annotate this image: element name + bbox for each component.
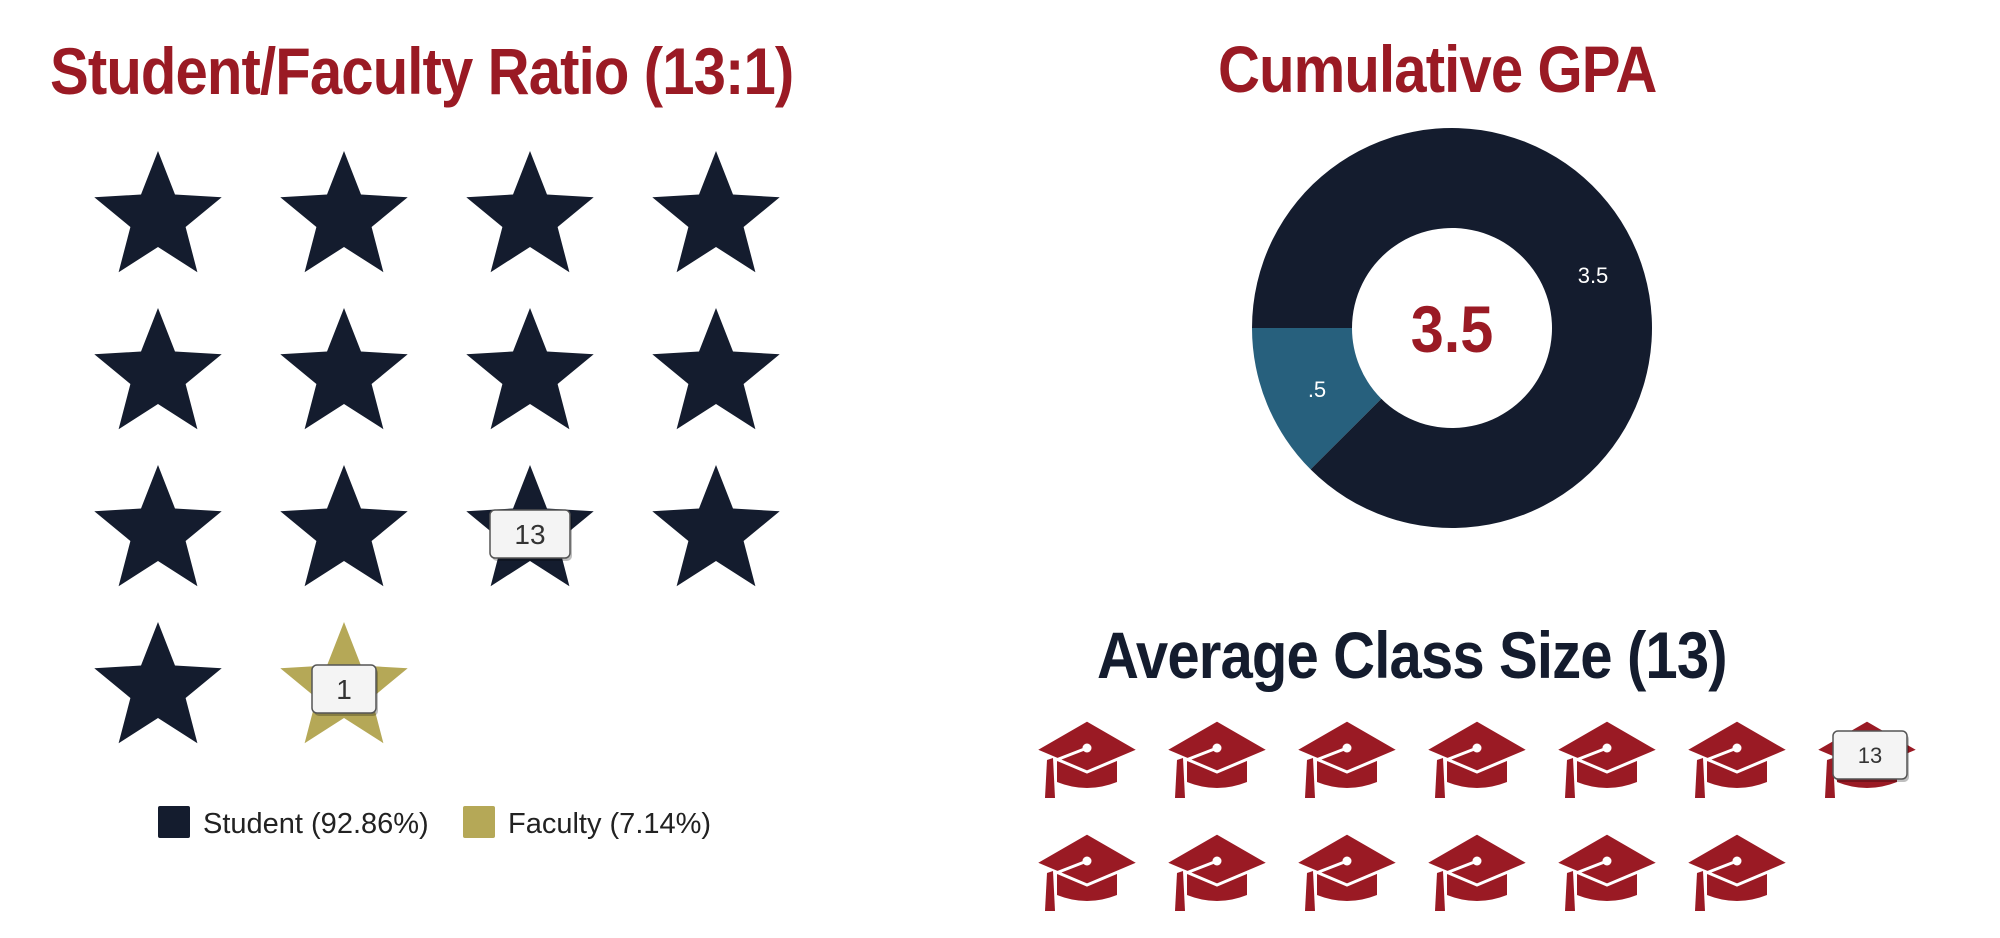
graduation-cap-icon bbox=[1681, 718, 1793, 798]
label-box bbox=[311, 664, 377, 714]
student-star-icon bbox=[652, 465, 780, 587]
cap-tassel-cord bbox=[1440, 859, 1478, 877]
graduation-cap-icon bbox=[1551, 831, 1663, 911]
cap-tassel bbox=[1045, 758, 1055, 798]
class-size-count-label: 13 bbox=[1832, 730, 1909, 782]
cap-button bbox=[1212, 856, 1222, 866]
cap-tassel bbox=[1695, 871, 1705, 911]
student-star-icon bbox=[652, 151, 780, 273]
student-star-icon bbox=[94, 151, 222, 273]
cap-button bbox=[1342, 856, 1352, 866]
cap-button bbox=[1082, 856, 1092, 866]
label-box bbox=[489, 509, 571, 559]
cap-tassel-cord bbox=[1310, 746, 1348, 764]
gpa-donut: 3.5 .5 3.5 bbox=[1252, 128, 1653, 529]
cap-tassel-cord bbox=[1440, 746, 1478, 764]
cap-tassel bbox=[1175, 758, 1185, 798]
gpa-slice-main bbox=[1252, 128, 1653, 529]
graduation-cap-icon bbox=[1291, 831, 1403, 911]
cap-button bbox=[1732, 856, 1742, 866]
student-star-icon bbox=[466, 308, 594, 430]
graduation-cap-icon bbox=[1421, 831, 1533, 911]
graduation-cap-icon bbox=[1031, 718, 1143, 798]
cap-tassel-cord bbox=[1570, 859, 1608, 877]
student-star-icon bbox=[94, 465, 222, 587]
cap-tassel-cord bbox=[1310, 859, 1348, 877]
faculty-count-label: 1 bbox=[311, 664, 378, 716]
gpa-remaining-slice-label: .5 bbox=[1308, 377, 1326, 402]
ratio-title: Student/Faculty Ratio (13:1) bbox=[50, 34, 794, 108]
cap-tassel-cord bbox=[1050, 746, 1088, 764]
graduation-cap-icon bbox=[1161, 831, 1273, 911]
graduation-cap-icon bbox=[1031, 831, 1143, 911]
graduation-cap-icon bbox=[1421, 718, 1533, 798]
cap-tassel-cord bbox=[1180, 746, 1218, 764]
graduation-cap-icon bbox=[1291, 718, 1403, 798]
gpa-center-value: 3.5 bbox=[1411, 293, 1494, 367]
cap-tassel bbox=[1435, 758, 1445, 798]
cap-button bbox=[1472, 743, 1482, 753]
legend-student-label: Student (92.86%) bbox=[203, 808, 429, 840]
label-box bbox=[1832, 730, 1908, 780]
cap-tassel-cord bbox=[1050, 859, 1088, 877]
cap-button bbox=[1602, 856, 1612, 866]
legend-student-swatch bbox=[158, 806, 190, 838]
gpa-slice-remaining bbox=[1252, 328, 1382, 470]
student-star-icon bbox=[94, 622, 222, 744]
legend-faculty-swatch bbox=[463, 806, 495, 838]
gpa-title: Cumulative GPA bbox=[1218, 32, 1657, 106]
cap-tassel-cord bbox=[1180, 859, 1218, 877]
cap-button bbox=[1342, 743, 1352, 753]
graduation-cap-icon bbox=[1681, 831, 1793, 911]
graduation-cap-icon bbox=[1551, 718, 1663, 798]
class-size-pictograph bbox=[1031, 718, 1923, 911]
class-size-title: Average Class Size (13) bbox=[1097, 618, 1728, 692]
cap-button bbox=[1212, 743, 1222, 753]
student-star-icon bbox=[466, 151, 594, 273]
student-star-icon bbox=[280, 151, 408, 273]
cap-tassel bbox=[1175, 871, 1185, 911]
cap-button bbox=[1602, 743, 1612, 753]
cap-tassel-cord bbox=[1700, 746, 1738, 764]
student-star-icon bbox=[652, 308, 780, 430]
value-label: 13 bbox=[514, 519, 545, 550]
cap-tassel bbox=[1435, 871, 1445, 911]
cap-button bbox=[1472, 856, 1482, 866]
cap-button bbox=[1732, 743, 1742, 753]
cap-tassel bbox=[1305, 871, 1315, 911]
value-label: 1 bbox=[336, 674, 352, 705]
gpa-main-slice-label: 3.5 bbox=[1578, 263, 1609, 288]
cap-button bbox=[1082, 743, 1092, 753]
cap-tassel-cord bbox=[1570, 746, 1608, 764]
cap-tassel-cord bbox=[1700, 859, 1738, 877]
cap-tassel bbox=[1305, 758, 1315, 798]
cap-tassel bbox=[1565, 758, 1575, 798]
student-star-icon bbox=[94, 308, 222, 430]
student-star-icon bbox=[280, 465, 408, 587]
value-label: 13 bbox=[1858, 743, 1882, 768]
cap-tassel bbox=[1695, 758, 1705, 798]
ratio-pictograph bbox=[94, 151, 780, 744]
student-count-label: 13 bbox=[489, 509, 572, 561]
cap-tassel bbox=[1045, 871, 1055, 911]
graduation-cap-icon bbox=[1161, 718, 1273, 798]
legend-faculty-label: Faculty (7.14%) bbox=[508, 808, 711, 840]
cap-tassel bbox=[1565, 871, 1575, 911]
ratio-legend: Student (92.86%) Faculty (7.14%) bbox=[158, 806, 711, 840]
student-star-icon bbox=[280, 308, 408, 430]
